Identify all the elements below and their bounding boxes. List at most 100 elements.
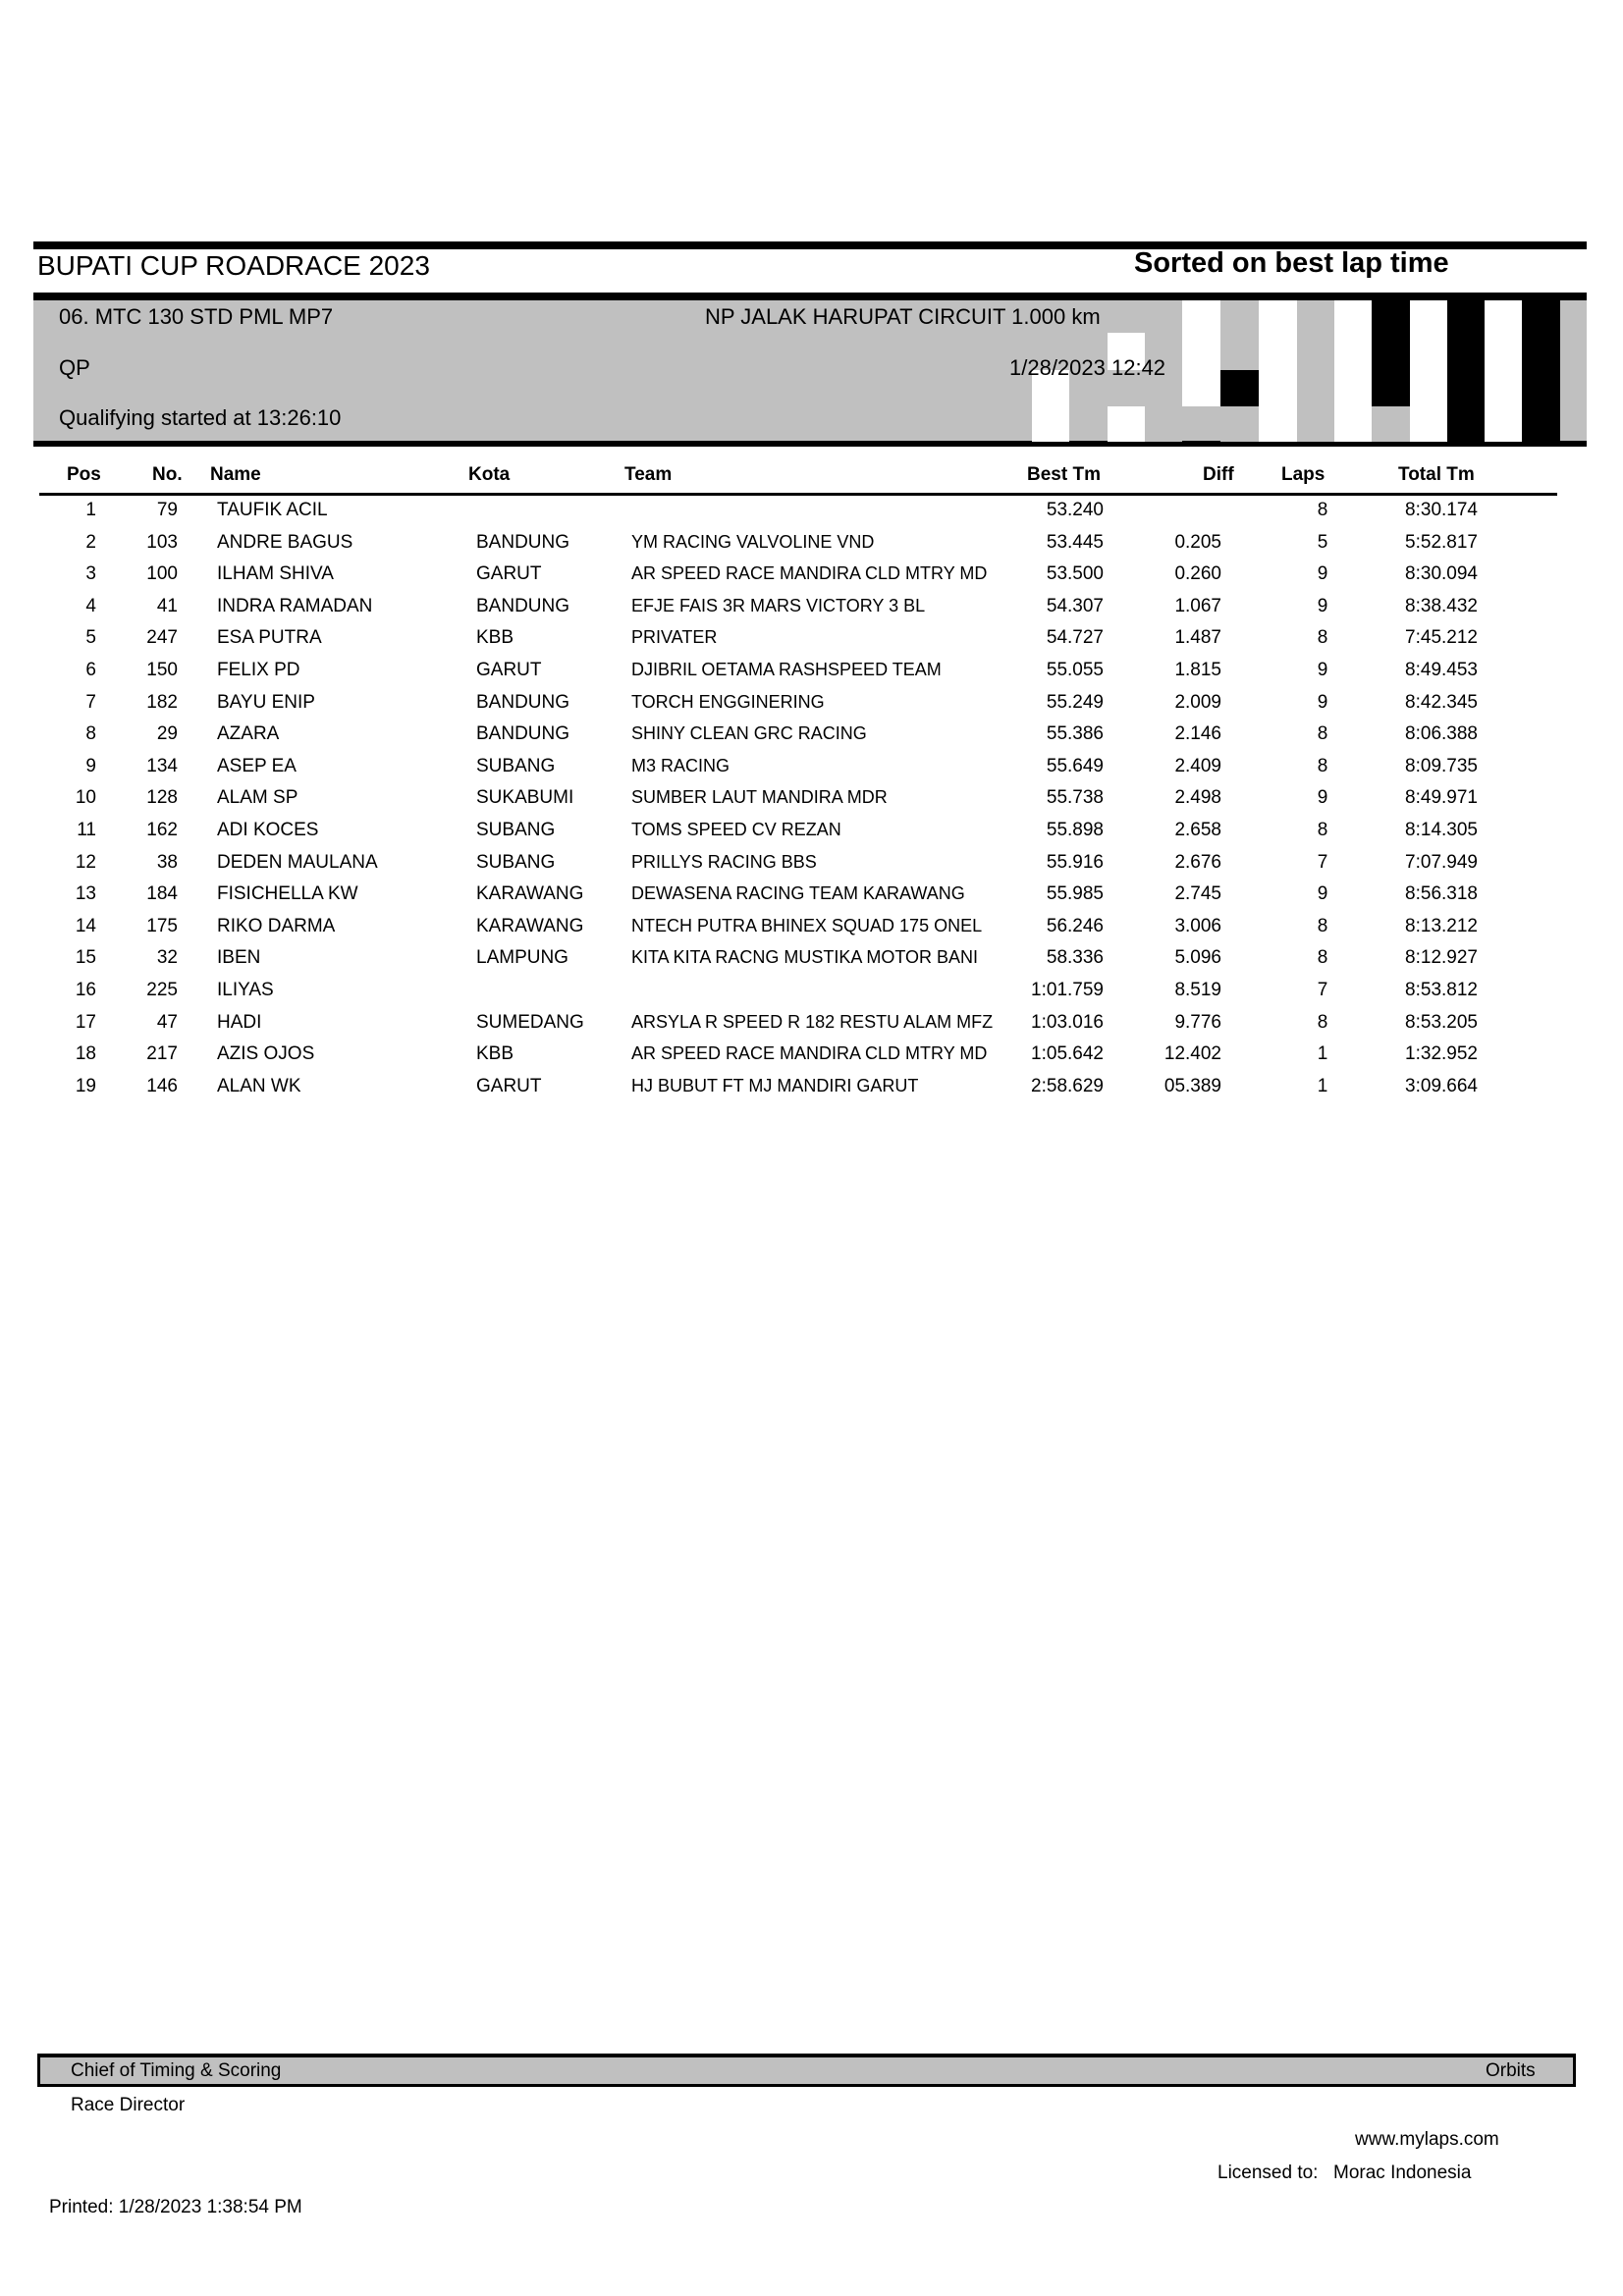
cell-pos: 1 <box>85 500 96 520</box>
flag-square <box>1410 333 1447 370</box>
cell-no: 150 <box>146 660 178 680</box>
cell-total: 7:45.212 <box>1405 627 1478 649</box>
cell-total: 7:07.949 <box>1405 851 1478 873</box>
cell-pos: 19 <box>75 1075 96 1096</box>
flag-square <box>1032 370 1069 406</box>
flag-square <box>1182 300 1220 333</box>
cell-kota: BANDUNG <box>476 595 570 616</box>
table-row: 12 38 DEDEN MAULANA SUBANG PRILLYS RACING BB… <box>0 852 1623 883</box>
cell-diff: 05.389 <box>1163 1075 1221 1096</box>
cell-laps: 9 <box>1317 787 1328 809</box>
flag-square <box>1145 333 1182 370</box>
cell-kota: SUKABUMI <box>476 787 574 809</box>
cell-name: ESA PUTRA <box>217 627 322 649</box>
cell-no: 38 <box>156 851 178 873</box>
cell-best: 1:03.016 <box>1031 1011 1104 1033</box>
table-row: 2 103 ANDRE BAGUS BANDUNG YM RACING VALVOLIN… <box>0 532 1623 563</box>
flag-square <box>1297 370 1334 406</box>
cell-kota: KARAWANG <box>476 915 584 936</box>
flag-square <box>1410 406 1447 442</box>
cell-laps: 8 <box>1317 947 1328 969</box>
cell-no: 128 <box>146 787 178 809</box>
cell-name: AZARA <box>217 723 280 745</box>
cell-diff: 1.487 <box>1174 627 1221 649</box>
cell-no: 47 <box>156 1011 178 1033</box>
cell-diff: 0.205 <box>1174 531 1221 553</box>
table-row: 7 182 BAYU ENIP BANDUNG TORCH ENGGINERING 55.… <box>0 692 1623 723</box>
cell-kota: SUBANG <box>476 851 556 873</box>
table-row: 17 47 HADI SUMEDANG ARSYLA R SPEED R 182 RES… <box>0 1012 1623 1043</box>
cell-best: 55.386 <box>1046 723 1104 745</box>
cell-name: IBEN <box>217 947 261 969</box>
flag-square <box>1220 333 1259 370</box>
cell-name: HADI <box>217 1011 262 1033</box>
cell-kota: GARUT <box>476 563 542 585</box>
cell-best: 55.649 <box>1046 755 1104 776</box>
race-director-label: Race Director <box>71 2095 186 2115</box>
cell-name: ASEP EA <box>217 755 297 776</box>
cell-laps: 9 <box>1317 595 1328 616</box>
cell-best: 2:58.629 <box>1031 1075 1104 1096</box>
table-row: 9 134 ASEP EA SUBANG M3 RACING 55.649 2.409 8 8:… <box>0 756 1623 787</box>
cell-pos: 18 <box>75 1043 96 1065</box>
cell-diff: 8.519 <box>1174 980 1221 1000</box>
cell-total: 8:12.927 <box>1405 947 1478 969</box>
cell-kota: GARUT <box>476 660 542 680</box>
cell-name: AZIS OJOS <box>217 1043 315 1065</box>
table-row: 6 150 FELIX PD GARUT DJIBRIL OETAMA RASHSPEE… <box>0 660 1623 691</box>
cell-no: 146 <box>146 1075 178 1096</box>
flag-square <box>1259 333 1297 370</box>
col-header-name: Name <box>210 464 261 485</box>
cell-no: 225 <box>146 980 178 1000</box>
cell-total: 8:49.971 <box>1405 787 1478 809</box>
cell-best: 1:01.759 <box>1031 980 1104 1000</box>
cell-laps: 8 <box>1317 820 1328 840</box>
flag-square <box>1485 333 1522 370</box>
cell-pos: 11 <box>77 820 96 840</box>
cell-diff: 2.409 <box>1174 755 1221 776</box>
cell-best: 55.738 <box>1046 787 1104 809</box>
table-row: 13 184 FISICHELLA KW KARAWANG DEWASENA RACIN… <box>0 883 1623 915</box>
session-start: Qualifying started at 13:26:10 <box>59 405 342 430</box>
cell-pos: 12 <box>75 851 96 873</box>
cell-best: 58.336 <box>1046 947 1104 969</box>
cell-team: SUMBER LAUT MANDIRA MDR <box>631 787 888 808</box>
cell-no: 79 <box>156 500 178 520</box>
flag-square <box>1410 370 1447 406</box>
flag-square <box>1297 333 1334 370</box>
cell-no: 41 <box>156 595 178 616</box>
cell-best: 55.249 <box>1046 691 1104 713</box>
cell-pos: 3 <box>85 563 96 585</box>
cell-diff: 2.676 <box>1174 851 1221 873</box>
col-header-laps: Laps <box>1281 464 1325 485</box>
cell-no: 182 <box>146 691 178 713</box>
cell-diff: 1.815 <box>1174 660 1221 680</box>
table-row: 10 128 ALAM SP SUKABUMI SUMBER LAUT MANDIRA … <box>0 787 1623 819</box>
top-rule <box>33 241 1587 249</box>
flag-square <box>1297 300 1334 333</box>
cell-name: ILHAM SHIVA <box>217 563 334 585</box>
cell-kota: SUBANG <box>476 755 556 776</box>
flag-square <box>1334 300 1372 333</box>
flag-square <box>1259 300 1297 333</box>
table-row: 1 79 TAUFIK ACIL 53.240 8 8:30.174 <box>0 500 1623 531</box>
cell-best: 53.445 <box>1046 531 1104 553</box>
cell-pos: 10 <box>75 787 96 809</box>
cell-name: FISICHELLA KW <box>217 883 358 905</box>
table-row: 16 225 ILIYAS 1:01.759 8.519 7 8:53.812 <box>0 980 1623 1011</box>
cell-laps: 9 <box>1317 563 1328 585</box>
flag-square <box>1522 406 1560 442</box>
col-header-kota: Kota <box>468 464 511 485</box>
flag-square <box>1145 406 1182 442</box>
cell-team: M3 RACING <box>631 755 730 775</box>
flag-square <box>1182 333 1220 370</box>
cell-diff: 3.006 <box>1174 915 1221 936</box>
website: www.mylaps.com <box>1355 2129 1499 2150</box>
cell-diff: 9.776 <box>1174 1011 1221 1033</box>
class-name: 06. MTC 130 STD PML MP7 <box>59 304 334 329</box>
cell-name: FELIX PD <box>217 660 300 680</box>
cell-laps: 8 <box>1317 500 1328 520</box>
cell-kota: BANDUNG <box>476 531 570 553</box>
cell-diff: 0.260 <box>1174 563 1221 585</box>
cell-best: 55.898 <box>1046 820 1104 840</box>
